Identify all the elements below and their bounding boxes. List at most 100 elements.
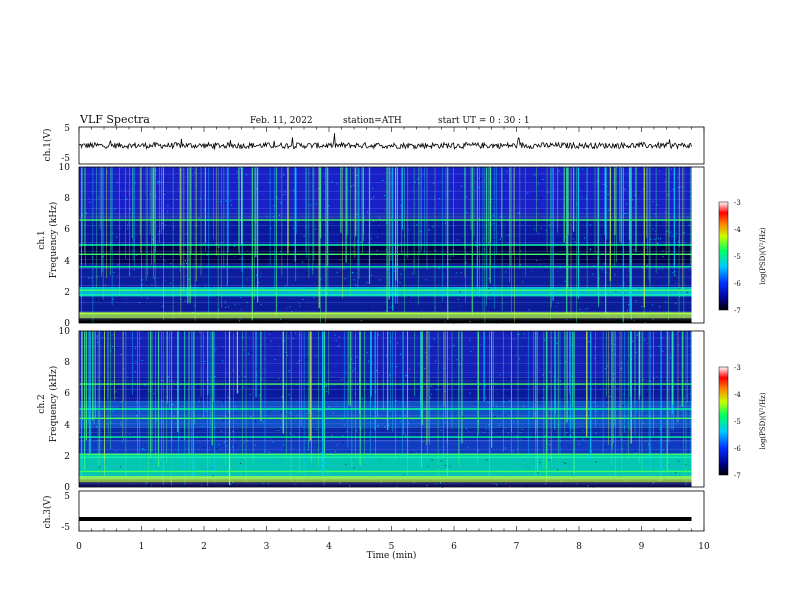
spectrogram-pixel bbox=[232, 293, 234, 295]
spectrogram-pixel bbox=[287, 411, 289, 413]
spectrogram-pixel bbox=[299, 362, 301, 364]
spectrogram-pixel bbox=[619, 173, 621, 174]
spectrogram-pixel bbox=[587, 307, 589, 309]
spectrogram-pixel bbox=[684, 231, 685, 233]
spectrogram-pixel bbox=[540, 292, 542, 294]
spectrogram-pixel bbox=[221, 405, 223, 407]
spectrogram-pixel bbox=[541, 181, 543, 183]
spectrogram-pixel bbox=[127, 377, 129, 378]
spectrogram-pixel bbox=[628, 269, 630, 271]
spectrogram-pixel bbox=[373, 413, 375, 415]
spectrogram-pixel bbox=[506, 392, 508, 394]
spectrogram-pixel bbox=[303, 208, 305, 210]
spectrogram-pixel bbox=[549, 460, 551, 461]
spectrogram-pixel bbox=[326, 385, 327, 387]
spectrogram-pixel bbox=[668, 465, 670, 466]
spectrogram-pixel bbox=[270, 227, 272, 229]
spectrogram-pixel bbox=[367, 211, 368, 213]
spectrogram-pixel bbox=[234, 256, 236, 258]
spectrogram-pixel bbox=[218, 444, 220, 446]
spectrogram-pixel bbox=[456, 359, 458, 361]
spectrogram-pixel bbox=[262, 421, 264, 423]
spectrogram-pixel bbox=[390, 365, 392, 366]
spectrogram-pixel bbox=[493, 399, 495, 401]
spectrogram-pixel bbox=[494, 178, 496, 180]
spectrogram-pixel bbox=[201, 286, 203, 288]
spectrogram-pixel bbox=[614, 274, 616, 276]
spectrogram-pixel bbox=[346, 431, 348, 433]
spectrogram-pixel bbox=[113, 272, 115, 273]
spectrogram-pixel bbox=[373, 196, 375, 198]
spectrogram-pixel bbox=[417, 225, 419, 227]
spectrogram-pixel bbox=[533, 413, 535, 415]
spectrogram-pixel bbox=[462, 416, 464, 417]
spectrogram-pixel bbox=[600, 268, 602, 270]
spectrogram-pixel bbox=[295, 442, 297, 444]
spectrogram-pixel bbox=[527, 191, 529, 193]
spectrogram-pixel bbox=[413, 260, 415, 262]
spectrogram-pixel bbox=[278, 410, 279, 412]
spectrogram-pixel bbox=[243, 365, 245, 367]
spectrogram-pixel bbox=[209, 460, 211, 462]
spectrogram-pixel bbox=[513, 438, 515, 440]
spectrogram-pixel bbox=[565, 351, 566, 353]
spectrogram-pixel bbox=[89, 202, 91, 203]
xtick-8: 8 bbox=[576, 542, 582, 552]
spectrogram-pixel bbox=[644, 322, 646, 323]
spectrogram-pixel bbox=[239, 429, 241, 430]
spectrogram-pixel bbox=[601, 415, 603, 416]
spectrogram-pixel bbox=[229, 484, 231, 486]
spectrogram-pixel bbox=[541, 406, 543, 408]
spectrogram-pixel bbox=[173, 196, 175, 198]
ch2-colorbar-gradient bbox=[718, 366, 729, 476]
spectrogram-pixel bbox=[385, 209, 387, 211]
spectrogram-pixel bbox=[270, 438, 272, 440]
spectrogram-pixel bbox=[539, 461, 541, 463]
spectrogram-pixel bbox=[193, 309, 195, 311]
spectrogram-pixel bbox=[338, 345, 340, 347]
spectrogram-pixel bbox=[356, 174, 358, 176]
spectrogram-pixel bbox=[280, 202, 282, 204]
spectrogram-pixel bbox=[443, 303, 444, 305]
spectrogram-pixel bbox=[135, 415, 137, 417]
spectrogram-pixel bbox=[148, 484, 150, 486]
spectrogram-pixel bbox=[512, 450, 514, 452]
spectrogram-pixel bbox=[353, 362, 355, 364]
spectrogram-pixel bbox=[166, 274, 168, 276]
spectrogram-pixel bbox=[445, 222, 446, 224]
spectrogram-pixel bbox=[334, 334, 336, 336]
spectrogram-pixel bbox=[257, 401, 258, 403]
spectrogram-pixel bbox=[285, 191, 286, 193]
spectrogram-pixel bbox=[545, 230, 547, 232]
spectrogram-pixel bbox=[523, 460, 525, 462]
spectrogram-pixel bbox=[432, 203, 434, 205]
spectrogram-pixel bbox=[626, 309, 628, 311]
spectrogram-pixel bbox=[396, 366, 397, 368]
spectrogram-band bbox=[79, 263, 692, 288]
spectrogram-pixel bbox=[593, 402, 595, 404]
spectrogram-pixel bbox=[397, 245, 399, 247]
ch1-waveform-line bbox=[78, 133, 692, 150]
spectrogram-pixel bbox=[351, 297, 353, 299]
spectrogram-pixel bbox=[342, 435, 344, 437]
spectrogram-pixel bbox=[336, 183, 338, 185]
spectrogram-pixel bbox=[274, 196, 276, 198]
spectrogram-pixel bbox=[242, 254, 244, 256]
spectrogram-pixel bbox=[501, 262, 503, 264]
spectrogram-pixel bbox=[286, 308, 288, 310]
spectrogram-pixel bbox=[303, 304, 305, 305]
spectrogram-pixel bbox=[151, 284, 153, 286]
spectrogram-pixel bbox=[498, 432, 500, 434]
spectrogram-pixel bbox=[589, 224, 591, 226]
spectrogram-pixel bbox=[354, 398, 356, 400]
spectrogram-pixel bbox=[267, 414, 269, 416]
spectrogram-pixel bbox=[466, 181, 468, 183]
spectrogram-pixel bbox=[183, 437, 185, 439]
x-axis bbox=[78, 127, 705, 531]
spectrogram-pixel bbox=[636, 334, 638, 336]
spectrogram-pixel bbox=[672, 188, 674, 190]
spectrogram-pixel bbox=[531, 448, 533, 450]
spectrogram-pixel bbox=[317, 444, 319, 446]
spectrogram-pixel bbox=[439, 482, 441, 484]
spectrogram-pixel bbox=[581, 196, 583, 198]
